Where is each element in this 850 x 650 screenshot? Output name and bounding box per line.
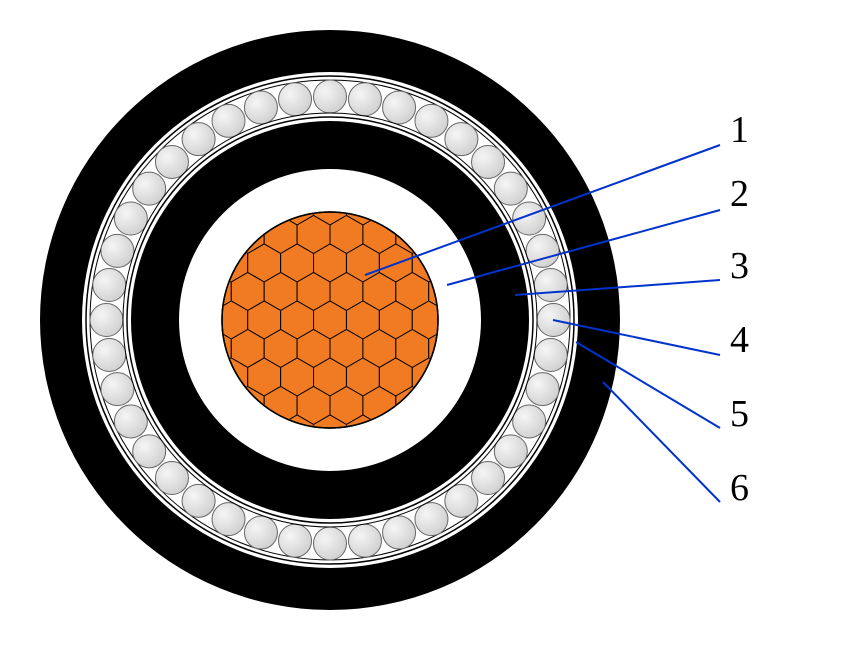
- label-6: 6: [730, 467, 749, 509]
- label-3: 3: [730, 245, 749, 287]
- label-5: 5: [730, 393, 749, 435]
- leader-line-6: [603, 382, 720, 502]
- label-2: 2: [730, 173, 749, 215]
- label-1: 1: [730, 109, 749, 151]
- cable-svg: 1 2 3 4 5 6: [0, 0, 850, 650]
- label-4: 4: [730, 319, 749, 361]
- cable-cross-section-diagram: 1 2 3 4 5 6: [0, 0, 850, 650]
